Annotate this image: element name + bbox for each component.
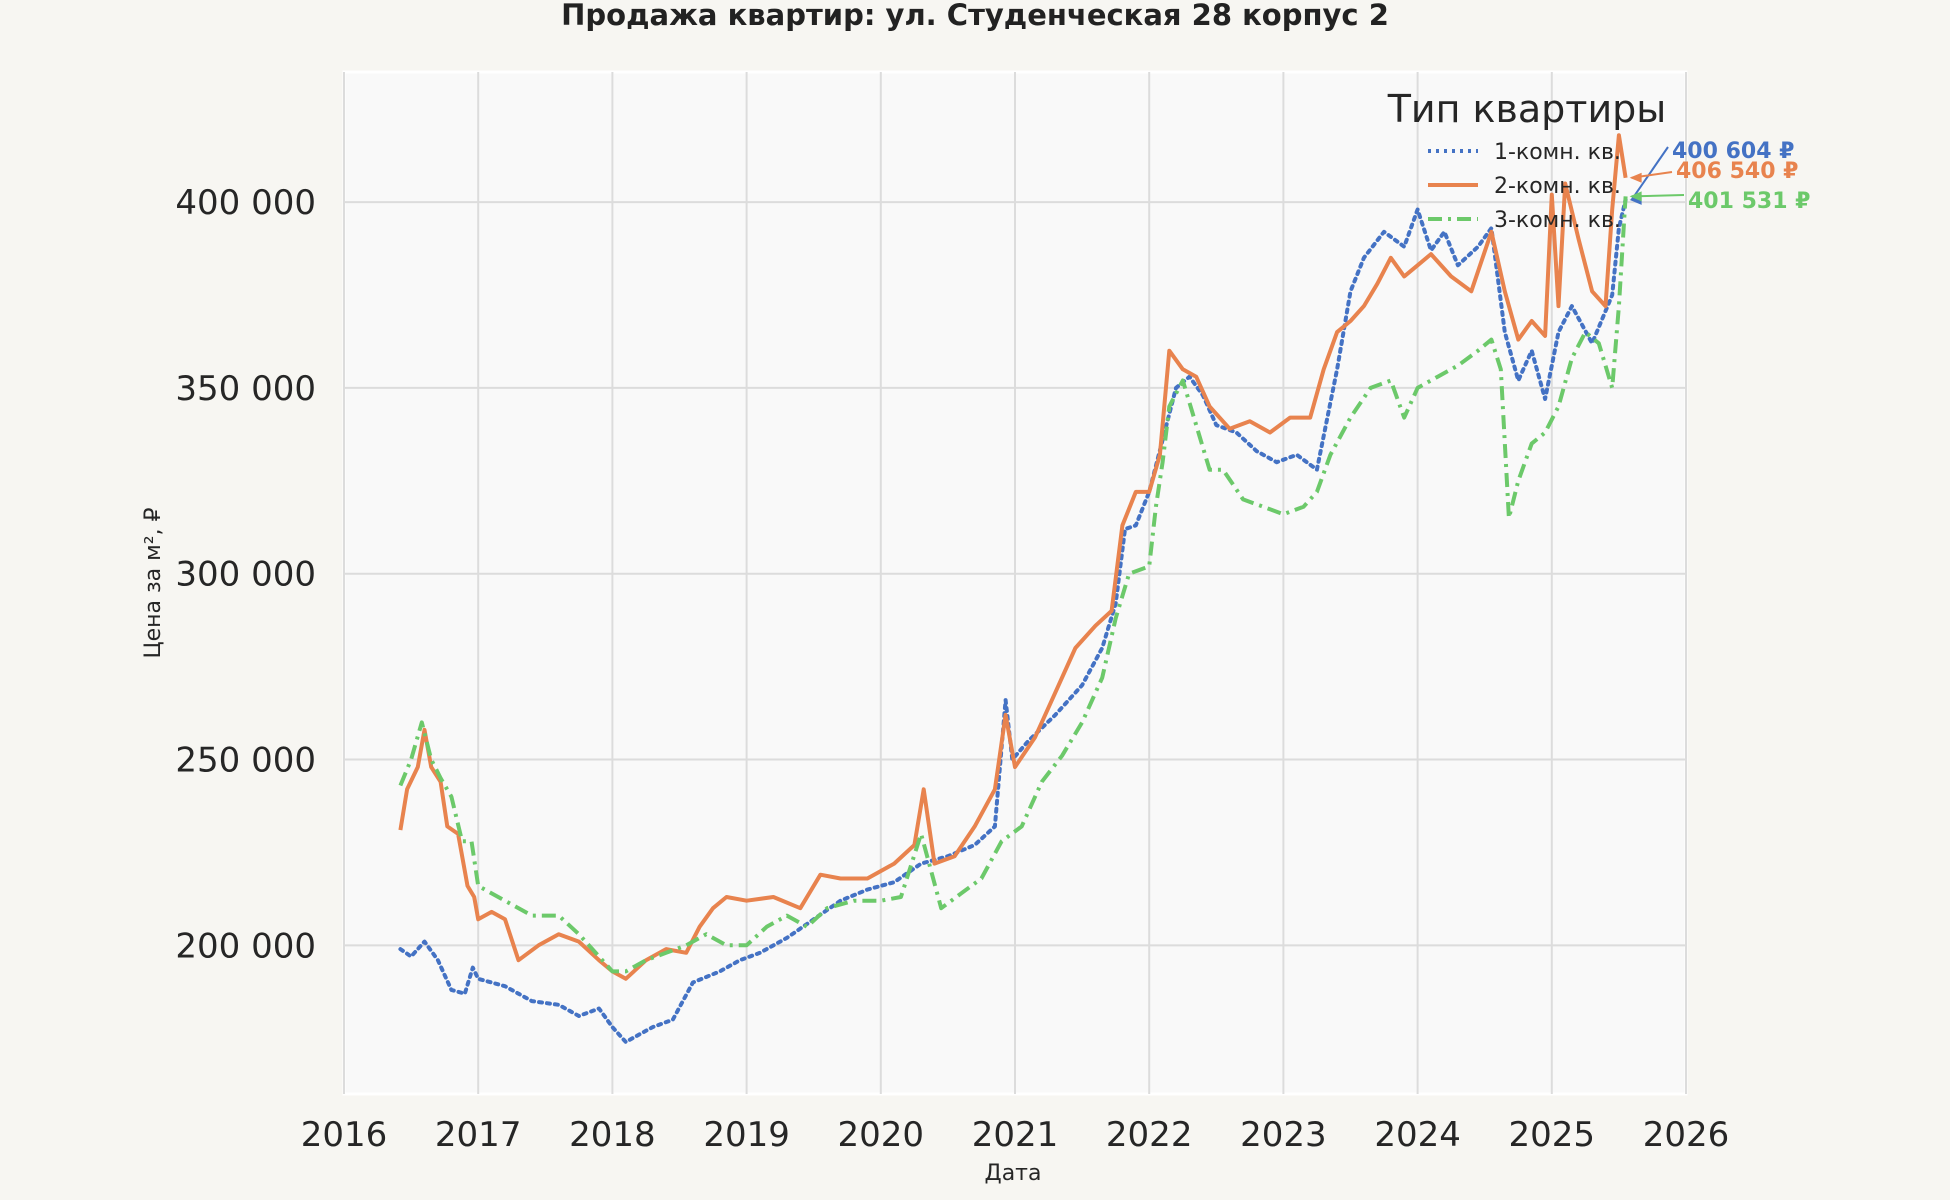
x-tick-label: 2016	[301, 1115, 388, 1155]
end-value-label: 406 540 ₽	[1676, 159, 1798, 184]
series-line-3	[398, 196, 1628, 974]
end-value-label: 401 531 ₽	[1688, 189, 1810, 214]
x-axis-label: Дата	[985, 1161, 1042, 1186]
x-tick-label: 2022	[1106, 1115, 1193, 1155]
grid	[343, 72, 1687, 1094]
x-tick-label: 2020	[838, 1115, 925, 1155]
x-axis-ticks: 2016 2017 2018 2019 2020 2021 2022 2023 2024 2025…	[301, 1115, 1730, 1155]
x-tick-label: 2018	[569, 1115, 656, 1155]
x-tick-label: 2021	[972, 1115, 1059, 1155]
x-tick-label: 2025	[1509, 1115, 1596, 1155]
legend: Тип квартиры 1-комн. кв. 2-комн. кв. 3-ком…	[1387, 87, 1667, 233]
y-tick-label: 300 000	[175, 555, 316, 595]
x-tick-label: 2026	[1643, 1115, 1730, 1155]
y-tick-label: 250 000	[175, 741, 316, 781]
x-tick-label: 2023	[1240, 1115, 1327, 1155]
y-tick-label: 350 000	[175, 369, 316, 409]
legend-label: 3-комн. кв.	[1494, 208, 1621, 233]
legend-label: 1-комн. кв.	[1494, 140, 1621, 165]
end-label-arrowhead	[1629, 172, 1642, 183]
end-label-arrow	[1630, 146, 1669, 201]
y-axis-ticks: 200 000 250 000 300 000 350 000 400 000	[175, 183, 316, 966]
y-tick-label: 200 000	[175, 926, 316, 966]
legend-label: 2-комн. кв.	[1494, 174, 1621, 199]
end-label-arrowhead	[1629, 191, 1642, 202]
x-tick-label: 2024	[1374, 1115, 1461, 1155]
x-tick-label: 2017	[435, 1115, 522, 1155]
series-layer	[398, 133, 1628, 1044]
legend-title: Тип квартиры	[1387, 87, 1667, 131]
end-value-label: 400 604 ₽	[1672, 139, 1794, 164]
series-line-1	[398, 197, 1628, 1044]
chart-title: Продажа квартир: ул. Студенческая 28 кор…	[561, 0, 1389, 32]
y-axis-label: Цена за м², ₽	[141, 507, 166, 658]
series-line-2	[398, 133, 1628, 981]
x-tick-label: 2019	[703, 1115, 790, 1155]
end-labels: 400 604 ₽406 540 ₽ 401 531 ₽	[1629, 139, 1810, 214]
y-tick-label: 400 000	[175, 183, 316, 223]
